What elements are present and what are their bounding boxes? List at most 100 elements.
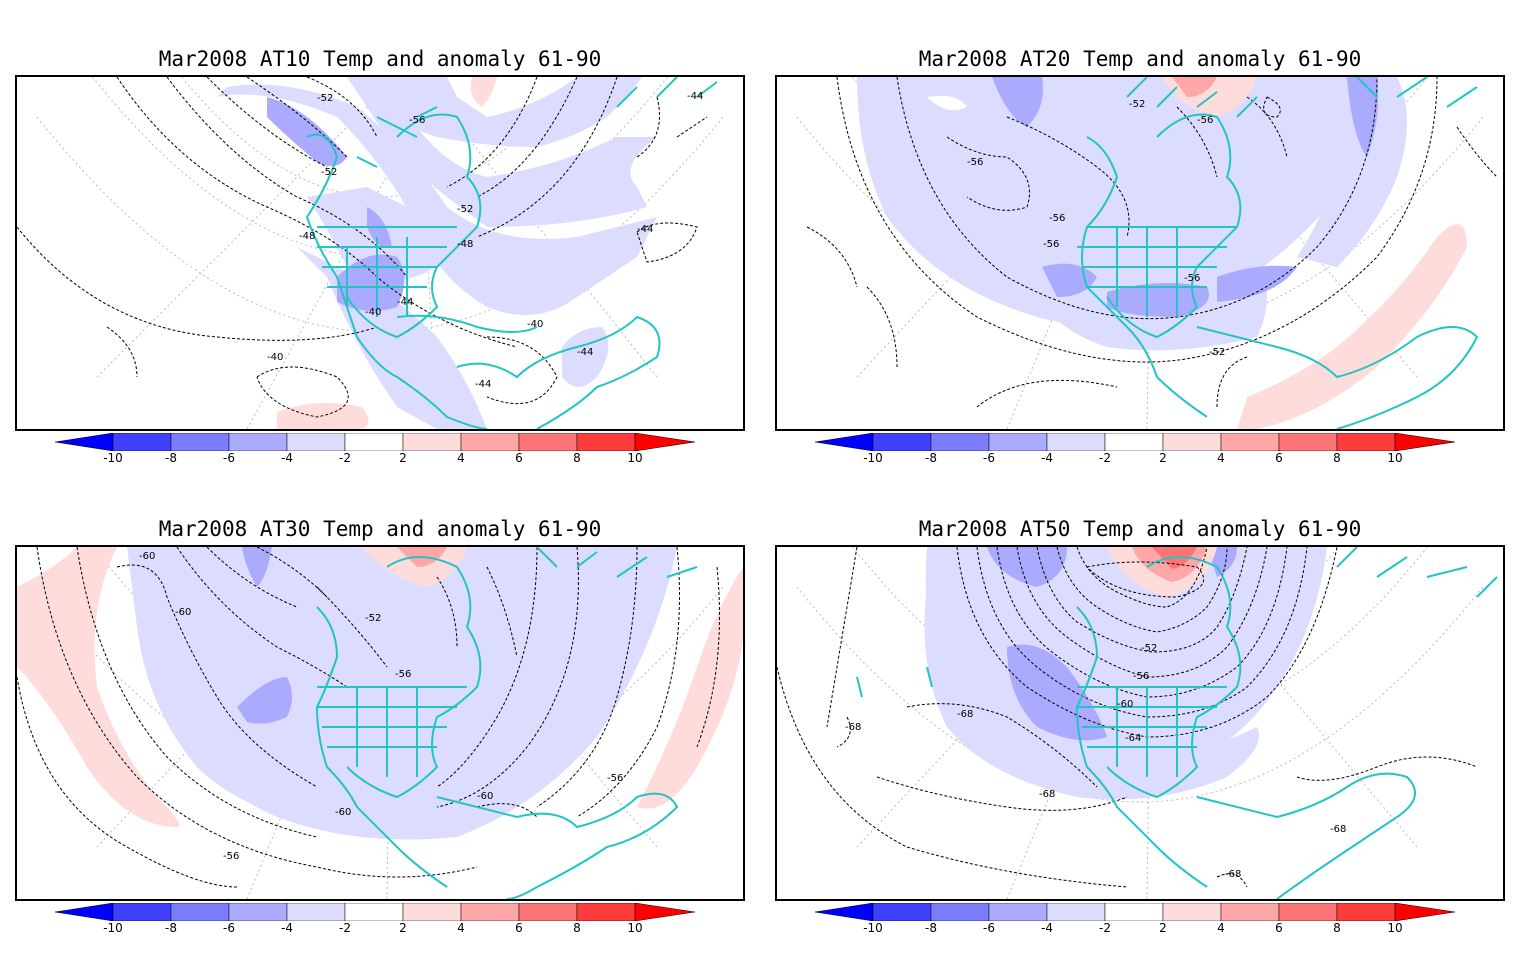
temperature-contours bbox=[806, 77, 1498, 408]
contour-label: -52 bbox=[457, 204, 473, 215]
colorbar-tick-label: 4 bbox=[457, 451, 465, 465]
contour-label: -56 bbox=[1184, 273, 1200, 284]
contour-label: -60 bbox=[477, 791, 493, 802]
colorbar-tick-label: 2 bbox=[1159, 921, 1167, 935]
contour-labels: -52 -56 -52 -52 -48 -48 -44 -44 -40 -40 … bbox=[267, 91, 703, 390]
coastlines bbox=[315, 547, 698, 899]
colorbar-tick-label: -2 bbox=[339, 451, 351, 465]
map-panel-at10: Mar2008 AT10 Temp and anomaly 61-90 bbox=[15, 44, 745, 504]
contour-labels: -52 -56 -56 -56 -56 -56 -52 bbox=[967, 99, 1225, 358]
contour-label: -68 bbox=[1330, 824, 1346, 835]
coastlines bbox=[305, 77, 718, 429]
colorbar-tick-label: 10 bbox=[1387, 451, 1403, 465]
coastlines bbox=[1077, 77, 1479, 429]
contour-label: -52 bbox=[1209, 347, 1225, 358]
colorbar-tick-label: -10 bbox=[103, 921, 123, 935]
colorbar-tick-label: -6 bbox=[223, 451, 235, 465]
map-plot-area: -60 -60 -52 -56 -60 -60 -56 -56 bbox=[15, 545, 745, 901]
colorbar-tick-label: 8 bbox=[1333, 921, 1341, 935]
panel-title: Mar2008 AT10 Temp and anomaly 61-90 bbox=[158, 47, 602, 71]
colorbar-tick-label: -8 bbox=[925, 451, 937, 465]
contour-label: -56 bbox=[1043, 239, 1059, 250]
colorbar-tick-label: 4 bbox=[1217, 921, 1225, 935]
contour-label: -44 bbox=[637, 224, 653, 235]
contour-label: -52 bbox=[1141, 643, 1157, 654]
panel-title: Mar2008 AT30 Temp and anomaly 61-90 bbox=[158, 517, 602, 541]
colorbar-tick-label: 8 bbox=[573, 451, 581, 465]
contour-label: -68 bbox=[1039, 789, 1055, 800]
colorbar: -10 -8 -6 -4 -2 2 4 6 8 10 bbox=[814, 432, 1465, 473]
anomaly-fill bbox=[924, 547, 1327, 800]
contour-label: -68 bbox=[957, 709, 973, 720]
map-panel-at20: Mar2008 AT20 Temp and anomaly 61-90 bbox=[775, 44, 1505, 504]
contour-labels: -60 -60 -52 -56 -60 -60 -56 -56 bbox=[139, 551, 623, 862]
colorbar-tick-label: -6 bbox=[983, 921, 995, 935]
colorbar-tick-label: 6 bbox=[515, 451, 523, 465]
colorbar-tick-label: -4 bbox=[1041, 921, 1053, 935]
contour-label: -56 bbox=[1133, 671, 1149, 682]
contour-label: -56 bbox=[223, 851, 239, 862]
contour-label: -60 bbox=[1117, 699, 1133, 710]
temperature-contours bbox=[17, 547, 720, 888]
map-plot-area: -52 -56 -60 -64 -68 -68 -68 -68 -68 bbox=[775, 545, 1505, 901]
contour-label: -56 bbox=[395, 669, 411, 680]
map-plot-area: -52 -56 -56 -56 -56 -56 -52 bbox=[775, 75, 1505, 431]
map-panel-at50: Mar2008 AT50 Temp and anomaly 61-90 bbox=[775, 514, 1505, 974]
map-plot-area: -52 -56 -52 -52 -48 -48 -44 -44 -40 -40 … bbox=[15, 75, 745, 431]
colorbar-tick-label: -4 bbox=[1041, 451, 1053, 465]
contour-labels: -52 -56 -60 -64 -68 -68 -68 -68 -68 bbox=[845, 643, 1346, 880]
contour-label: -56 bbox=[409, 115, 425, 126]
contour-label: -52 bbox=[365, 613, 381, 624]
contour-label: -56 bbox=[1197, 115, 1213, 126]
colorbar-tick-label: 2 bbox=[399, 921, 407, 935]
colorbar-tick-label: -2 bbox=[339, 921, 351, 935]
colorbar-tick-label: -8 bbox=[165, 451, 177, 465]
contour-label: -68 bbox=[1225, 869, 1241, 880]
contour-label: -52 bbox=[1129, 99, 1145, 110]
contour-label: -60 bbox=[139, 551, 155, 562]
colorbar-tick-label: 4 bbox=[1217, 451, 1225, 465]
colorbar-tick-label: -2 bbox=[1099, 921, 1111, 935]
colorbar: -10 -8 -6 -4 -2 2 4 6 8 10 bbox=[814, 902, 1465, 943]
contour-label: -64 bbox=[1125, 733, 1141, 744]
contour-label: -44 bbox=[577, 347, 593, 358]
colorbar-tick-label: -4 bbox=[281, 451, 293, 465]
colorbar: -10 -8 -6 -4 -2 2 4 6 8 10 bbox=[54, 432, 705, 473]
colorbar-tick-label: 10 bbox=[627, 451, 643, 465]
contour-label: -60 bbox=[175, 607, 191, 618]
colorbar-tick-label: 8 bbox=[573, 921, 581, 935]
temperature-contours bbox=[777, 547, 1478, 888]
colorbar-tick-label: 10 bbox=[627, 921, 643, 935]
contour-label: -52 bbox=[317, 93, 333, 104]
colorbar-tick-label: -8 bbox=[925, 921, 937, 935]
anomaly-fill bbox=[17, 547, 743, 840]
contour-label: -56 bbox=[967, 157, 983, 168]
colorbar-tick-label: -2 bbox=[1099, 451, 1111, 465]
colorbar-tick-label: -10 bbox=[863, 451, 883, 465]
coastlines bbox=[856, 547, 1498, 899]
colorbar-tick-label: -10 bbox=[863, 921, 883, 935]
colorbar-tick-label: -6 bbox=[983, 451, 995, 465]
colorbar-tick-label: -8 bbox=[165, 921, 177, 935]
anomaly-fill bbox=[217, 77, 657, 429]
contour-label: -68 bbox=[845, 722, 861, 733]
contour-label: -44 bbox=[397, 297, 413, 308]
colorbar-tick-label: 10 bbox=[1387, 921, 1403, 935]
colorbar-tick-label: 4 bbox=[457, 921, 465, 935]
colorbar-tick-label: 2 bbox=[1159, 451, 1167, 465]
contour-label: -40 bbox=[267, 352, 283, 363]
contour-label: -40 bbox=[365, 307, 381, 318]
colorbar-tick-label: 6 bbox=[515, 921, 523, 935]
contour-label: -44 bbox=[687, 91, 703, 102]
contour-label: -48 bbox=[299, 231, 315, 242]
panel-title: Mar2008 AT50 Temp and anomaly 61-90 bbox=[918, 517, 1362, 541]
colorbar-tick-label: -10 bbox=[103, 451, 123, 465]
contour-label: -56 bbox=[607, 773, 623, 784]
contour-label: -60 bbox=[335, 807, 351, 818]
contour-label: -44 bbox=[475, 379, 491, 390]
colorbar-tick-label: -6 bbox=[223, 921, 235, 935]
colorbar-tick-label: 2 bbox=[399, 451, 407, 465]
anomaly-fill bbox=[857, 77, 1467, 429]
colorbar-tick-label: 6 bbox=[1275, 451, 1283, 465]
colorbar-tick-label: 6 bbox=[1275, 921, 1283, 935]
